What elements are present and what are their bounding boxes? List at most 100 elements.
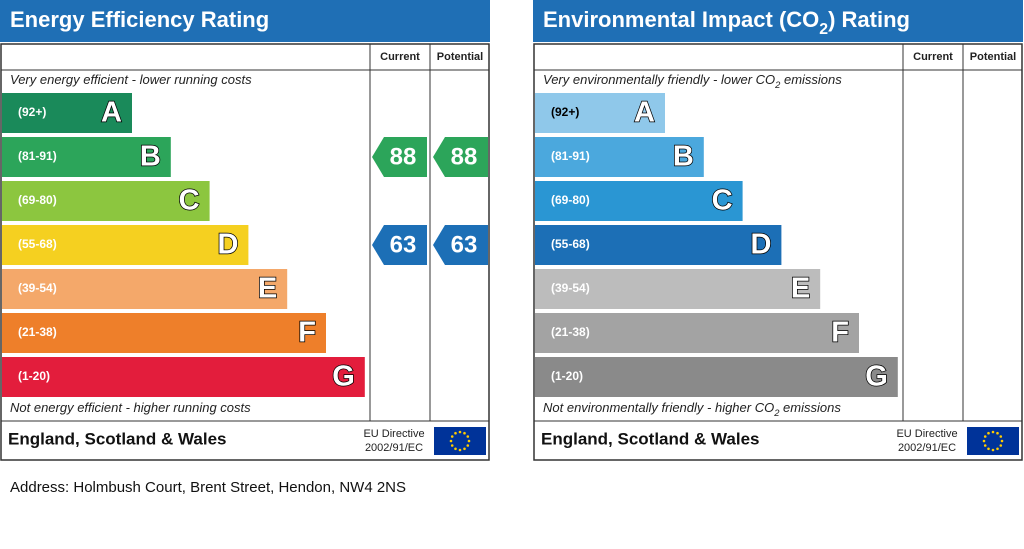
- band-bar: [2, 181, 210, 221]
- band-range: (21-38): [18, 325, 57, 339]
- rating-value: 88: [451, 143, 478, 170]
- eu-star: [466, 444, 470, 447]
- eu-star: [450, 435, 454, 438]
- band-letter: G: [332, 361, 355, 393]
- current-header: Current: [913, 51, 953, 63]
- top-note-part: emissions: [780, 72, 842, 87]
- band-bar: [535, 137, 704, 177]
- eu-star: [987, 431, 990, 435]
- eu-star: [983, 435, 987, 438]
- eu-star: [458, 448, 462, 452]
- band-range: (1-20): [18, 369, 50, 383]
- directive-code: 2002/91/EC: [365, 442, 423, 454]
- band-bar: [535, 225, 782, 265]
- band-letter: A: [634, 97, 655, 129]
- bottom-note-part: emissions: [779, 400, 841, 415]
- eu-star: [991, 430, 995, 434]
- band-bar: [535, 313, 859, 353]
- panel-title-part: 2: [819, 21, 828, 38]
- eu-star: [1000, 439, 1004, 443]
- footer-region: England, Scotland & Wales: [541, 429, 760, 448]
- panel-title: Environmental Impact (CO2) Rating: [543, 7, 910, 38]
- band-range: (69-80): [18, 193, 57, 207]
- band-range: (55-68): [18, 237, 57, 251]
- band-letter: C: [179, 185, 200, 217]
- rating-arrow: [372, 225, 427, 265]
- potential-header: Potential: [437, 51, 483, 63]
- current-header: Current: [380, 51, 420, 63]
- band-letter: B: [673, 141, 694, 173]
- eu-star: [999, 444, 1003, 447]
- band-bar: [2, 137, 171, 177]
- rating-value: 63: [390, 231, 417, 258]
- eu-star: [454, 447, 457, 451]
- band-bar: [2, 225, 249, 265]
- band-letter: E: [258, 273, 277, 305]
- eu-star: [458, 430, 462, 434]
- panel-title-part: ) Rating: [828, 7, 910, 32]
- directive: EU Directive: [363, 428, 424, 440]
- top-note-part: Very environmentally friendly - lower CO: [543, 72, 775, 87]
- band-letter: E: [791, 273, 810, 305]
- band-bar: [535, 93, 665, 133]
- band-range: (69-80): [551, 193, 590, 207]
- footer-region: England, Scotland & Wales: [8, 429, 227, 448]
- eu-star: [987, 447, 990, 451]
- directive-code: 2002/91/EC: [898, 442, 956, 454]
- band-bar: [535, 357, 898, 397]
- band-letter: A: [101, 97, 122, 129]
- potential-header: Potential: [970, 51, 1016, 63]
- eu-star: [999, 435, 1003, 438]
- eu-star: [449, 439, 453, 443]
- eu-star: [466, 435, 470, 438]
- bottom-note: Not energy efficient - higher running co…: [10, 400, 251, 415]
- band-letter: B: [140, 141, 161, 173]
- eu-star: [991, 448, 995, 452]
- band-bar: [2, 357, 365, 397]
- eu-star: [996, 431, 999, 435]
- directive: EU Directive: [896, 428, 957, 440]
- band-letter: G: [865, 361, 888, 393]
- top-note: Very environmentally friendly - lower CO…: [543, 72, 842, 90]
- address: Address: Holmbush Court, Brent Street, H…: [10, 479, 406, 496]
- bottom-note-part: Not environmentally friendly - higher CO: [543, 400, 774, 415]
- band-range: (81-91): [551, 149, 590, 163]
- band-bar: [535, 269, 821, 309]
- band-letter: F: [298, 317, 316, 349]
- rating-value: 63: [451, 231, 478, 258]
- top-note-part: Very energy efficient - lower running co…: [10, 72, 252, 87]
- eu-star: [463, 431, 466, 435]
- band-bar: [2, 313, 326, 353]
- band-letter: D: [217, 229, 238, 261]
- bottom-note-part: Not energy efficient - higher running co…: [10, 400, 251, 415]
- eu-star: [463, 447, 466, 451]
- eu-star: [983, 444, 987, 447]
- bottom-note: Not environmentally friendly - higher CO…: [543, 400, 841, 418]
- panel-title-part: Environmental Impact (CO: [543, 7, 819, 32]
- band-letter: D: [750, 229, 771, 261]
- band-bar: [535, 181, 743, 221]
- band-letter: C: [712, 185, 733, 217]
- top-note-part: 2: [774, 80, 781, 90]
- band-bar: [2, 93, 132, 133]
- eu-star: [996, 447, 999, 451]
- band-bar: [2, 269, 288, 309]
- eu-star: [454, 431, 457, 435]
- rating-arrow: [433, 137, 488, 177]
- rating-arrow: [372, 137, 427, 177]
- band-range: (39-54): [551, 281, 590, 295]
- bottom-note-part: 2: [773, 408, 780, 418]
- rating-value: 88: [390, 143, 417, 170]
- eu-star: [982, 439, 986, 443]
- eu-star: [450, 444, 454, 447]
- band-range: (92+): [551, 105, 579, 119]
- band-range: (81-91): [18, 149, 57, 163]
- band-range: (39-54): [18, 281, 57, 295]
- top-note: Very energy efficient - lower running co…: [10, 72, 252, 87]
- band-range: (21-38): [551, 325, 590, 339]
- band-range: (92+): [18, 105, 46, 119]
- title-bar: [0, 0, 490, 42]
- eu-star: [467, 439, 471, 443]
- band-range: (55-68): [551, 237, 590, 251]
